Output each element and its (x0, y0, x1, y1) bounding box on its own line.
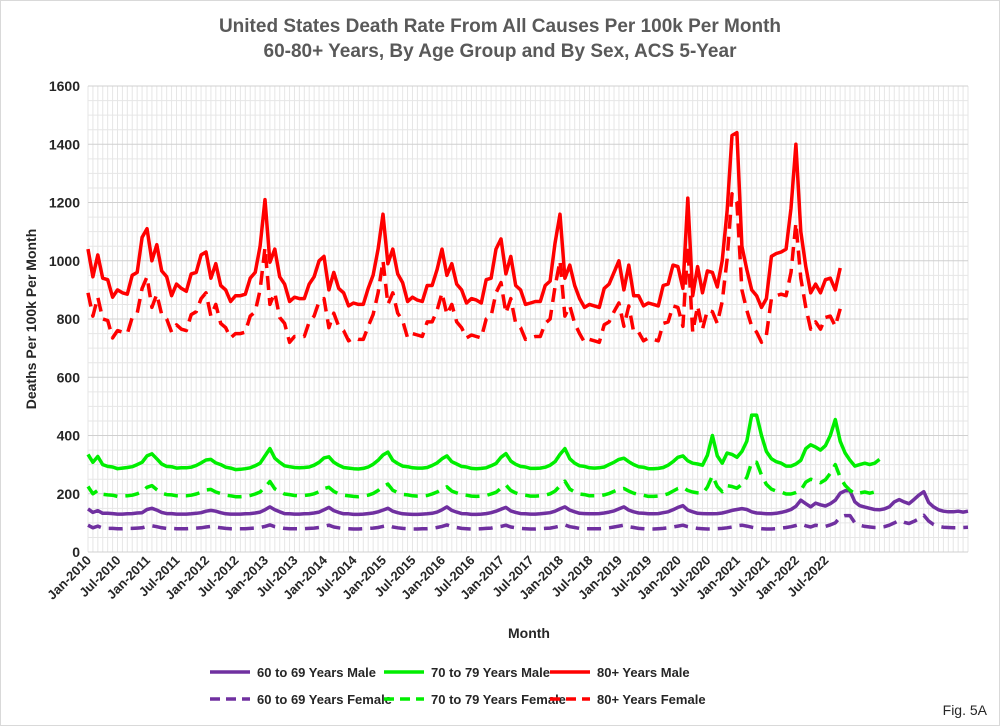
legend-label: 60 to 69 Years Female (257, 692, 392, 707)
y-tick-label: 600 (57, 369, 81, 385)
legend: 60 to 69 Years Male 70 to 79 Years Male 80… (210, 665, 706, 707)
y-tick-label: 1000 (49, 253, 80, 269)
y-tick-label: 200 (57, 486, 81, 502)
legend-label: 80+ Years Male (597, 665, 690, 680)
series-line-2 (86, 413, 881, 472)
x-axis-title: Month (508, 625, 550, 641)
y-axis-title: Deaths Per 100k Per Month (23, 229, 39, 410)
x-axis-ticks: Jan-2010Jul-2010Jan-2011Jul-2011Jan-2012… (44, 552, 831, 603)
series-lines (86, 130, 969, 531)
y-tick-label: 1400 (49, 136, 80, 152)
series-line-5 (86, 460, 881, 499)
legend-label: 70 to 79 Years Female (431, 692, 566, 707)
y-tick-label: 1600 (49, 78, 80, 94)
series-line-3 (86, 130, 842, 310)
legend-label: 60 to 69 Years Male (257, 665, 376, 680)
chart-title-line-1: United States Death Rate From All Causes… (219, 16, 781, 37)
y-tick-label: 1200 (49, 195, 80, 211)
y-tick-label: 0 (72, 544, 80, 560)
y-axis-ticks: 0 200 400 600 800 1000 1200 1400 1600 (49, 78, 80, 560)
y-tick-label: 400 (57, 428, 81, 444)
series-line-6 (86, 192, 842, 345)
y-tick-label: 800 (57, 311, 81, 327)
chart-title-line-2: 60-80+ Years, By Age Group and By Sex, A… (264, 41, 738, 62)
series-line-1 (86, 489, 969, 517)
legend-label: 80+ Years Female (597, 692, 706, 707)
legend-label: 70 to 79 Years Male (431, 665, 550, 680)
series-line-4 (87, 513, 969, 531)
figure-label: Fig. 5A (943, 702, 988, 718)
